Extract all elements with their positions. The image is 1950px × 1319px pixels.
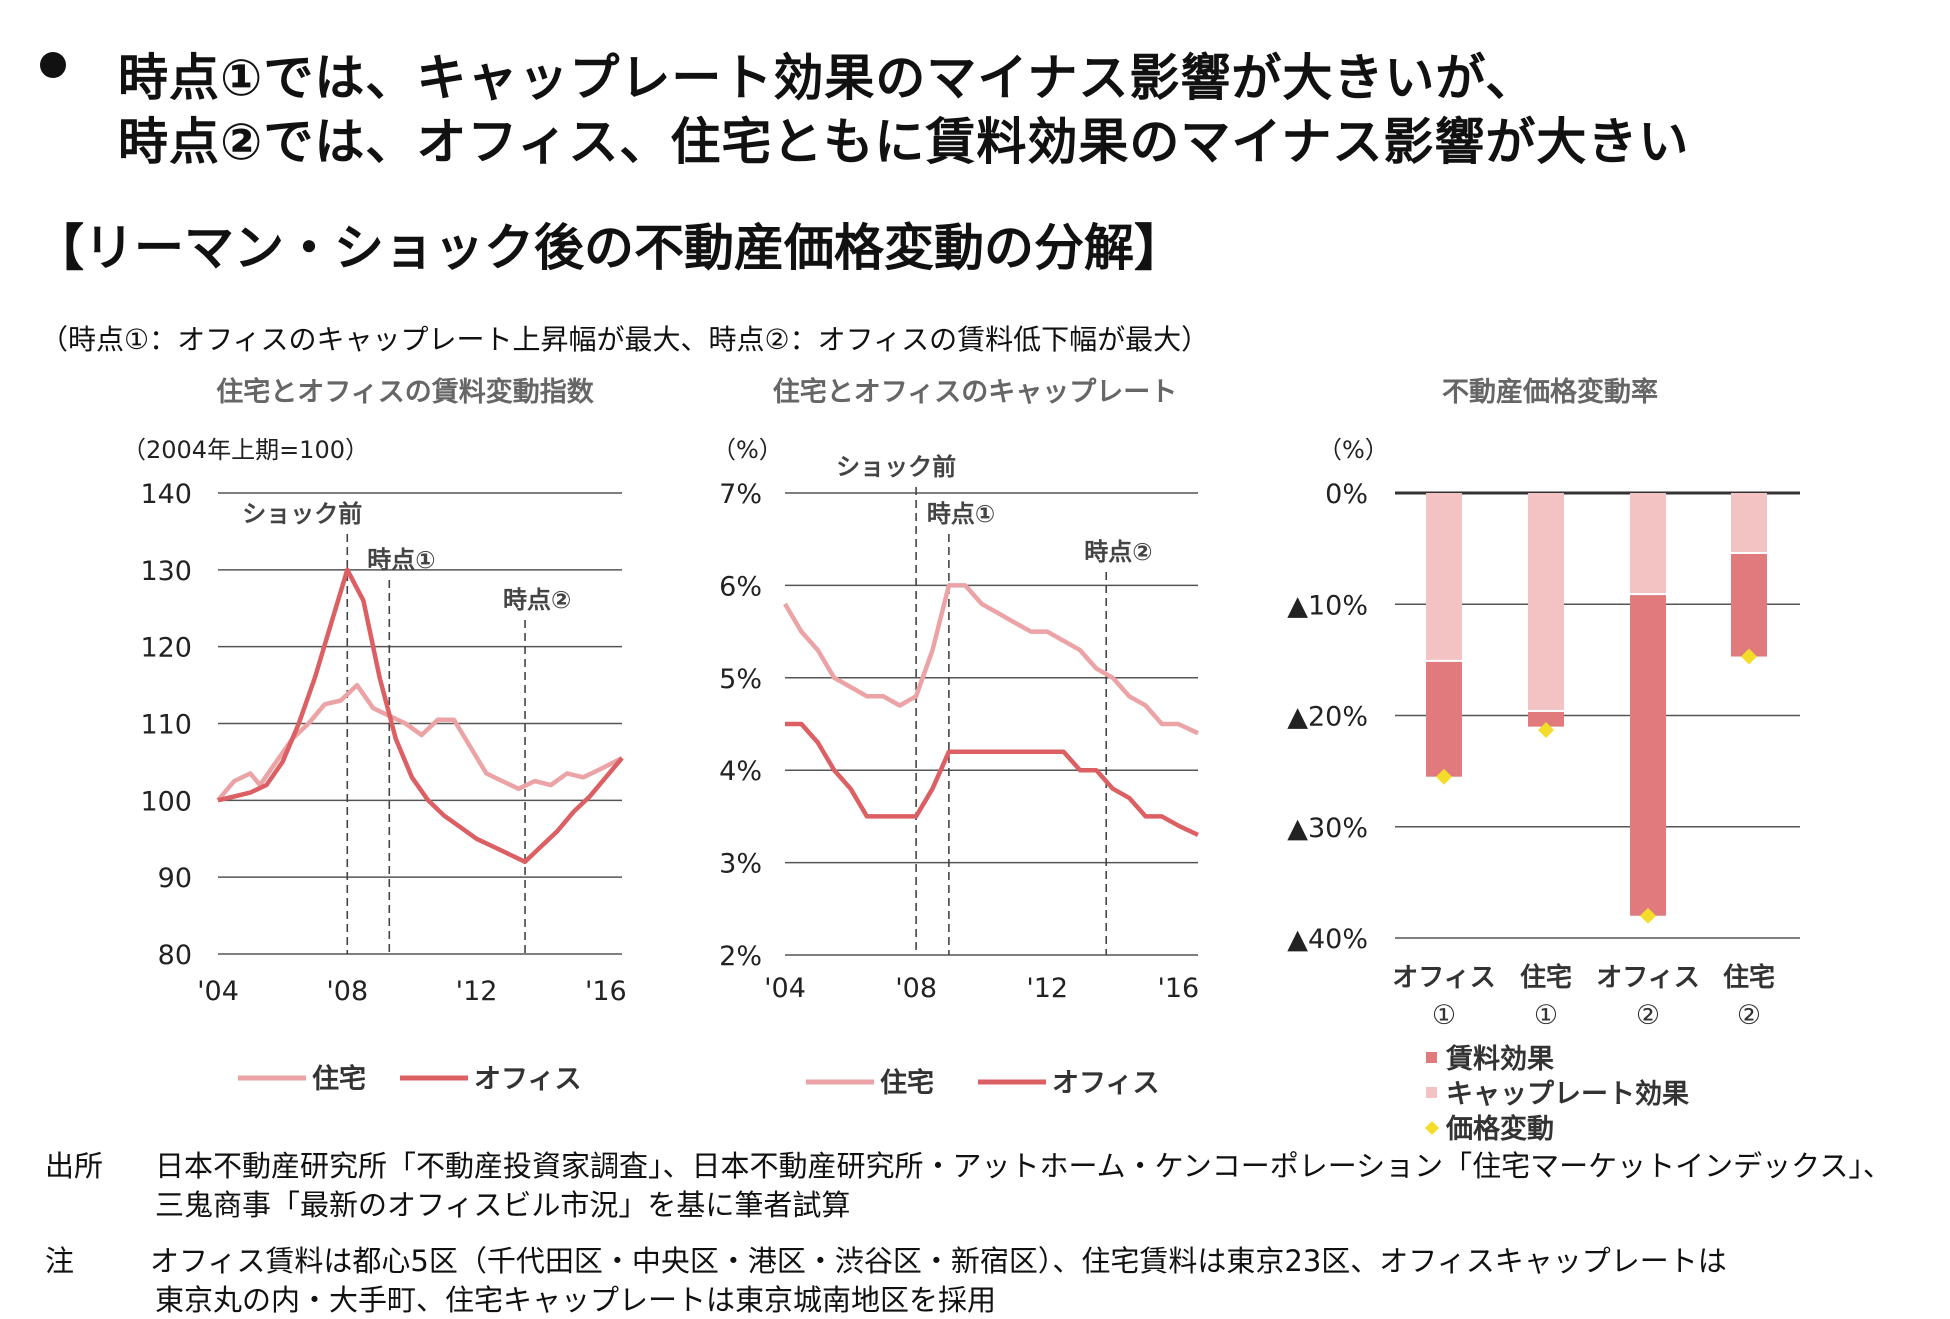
chart1-y-tick-label: 120 [140, 633, 192, 664]
chart1-legend-label: 住宅 [312, 1063, 366, 1095]
headline-line-2: 時点②では、オフィス、住宅ともに賃料効果のマイナス影響が大きい [118, 113, 1690, 171]
chart1-series-office-line [217, 567, 624, 865]
chart3-y-tick-label: ▲10% [1287, 590, 1368, 621]
chart3-bar-rent-effect [1426, 661, 1462, 777]
chart1-y-tick-label: 100 [140, 786, 192, 817]
chart3-price-change-marker [1640, 907, 1656, 924]
chart1-legend-label: オフィス [474, 1064, 581, 1095]
chart3-bar-rent-effect [1731, 553, 1767, 657]
chart3-price-change-marker [1436, 768, 1452, 785]
chart1-title: 住宅とオフィスの賃料変動指数 [216, 377, 594, 408]
chart2-y-tick-label: 6% [719, 571, 762, 602]
chart3-y-tick-label: ▲20% [1287, 702, 1368, 733]
chart3-title: 不動産価格変動率 [1442, 377, 1658, 408]
chart3-price-change-marker [1741, 648, 1757, 665]
chart2-x-tick-label: '08 [895, 973, 937, 1004]
chart3-bar-rent-effect [1528, 711, 1564, 727]
chart3-legend-label: キャップレート効果 [1446, 1078, 1689, 1110]
chart3-y-tick-label: ▲40% [1287, 924, 1368, 955]
bullet-icon [40, 52, 66, 78]
chart1-marker-label: 時点① [367, 546, 435, 574]
chart2-marker-label: ショック前 [836, 453, 956, 481]
chart2-series-office-line [785, 721, 1199, 837]
chart3-bar-rent-effect [1630, 595, 1666, 916]
chart1-x-tick-label: '08 [326, 976, 368, 1007]
chart3-unit-label: （%） [1318, 436, 1389, 464]
note-label: 注 [45, 1244, 75, 1278]
chart2-y-tick-label: 3% [719, 849, 762, 880]
chart2-title: 住宅とオフィスのキャップレート [772, 377, 1178, 408]
headline-line-1: 時点①では、キャップレート効果のマイナス影響が大きいが、 [118, 49, 1537, 107]
chart3-category-label: オフィス [1392, 963, 1495, 993]
chart3-legend-label: 価格変動 [1445, 1113, 1554, 1145]
chart3-category-label: 住宅 [1520, 962, 1572, 993]
source-line-1: 日本不動産研究所「不動産投資家調査」、日本不動産研究所・アットホーム・ケンコーポ… [155, 1149, 1892, 1183]
chart3-bar-cap-effect [1426, 493, 1462, 660]
source-label: 出所 [45, 1149, 104, 1183]
chart1-unit-label: （2004年上期=100） [122, 436, 369, 464]
chart1-marker-label: ショック前 [242, 500, 362, 528]
chart2-y-tick-label: 7% [719, 479, 762, 510]
chart3-legend-label: 賃料効果 [1445, 1043, 1554, 1075]
chart3-bar-cap-effect [1528, 493, 1564, 710]
chart1-x-tick-label: '12 [456, 976, 498, 1007]
chart3-legend-swatch [1426, 1087, 1437, 1098]
chart3-category-label: 住宅 [1723, 962, 1775, 993]
chart3-category-sub-label: ① [1432, 1000, 1456, 1031]
chart3-bar-cap-effect [1630, 493, 1666, 594]
chart3-y-tick-label: 0% [1325, 479, 1368, 510]
chart3-bar-cap-effect [1731, 493, 1767, 552]
chart3-category-label: オフィス [1596, 963, 1699, 993]
chart2-series-housing-line [783, 583, 1199, 736]
chart1-x-tick-label: '16 [585, 976, 627, 1007]
chart1-x-tick-label: '04 [197, 976, 239, 1007]
section-title: 【リーマン・ショック後の不動産価格変動の分解】 [34, 219, 1184, 277]
chart3-legend-swatch [1425, 1121, 1439, 1135]
chart2-x-tick-label: '12 [1026, 973, 1068, 1004]
chart3-y-tick-label: ▲30% [1287, 813, 1368, 844]
chart3-category-sub-label: ② [1737, 1000, 1761, 1031]
chart1-y-tick-label: 110 [140, 710, 192, 741]
chart2-x-tick-label: '04 [764, 973, 806, 1004]
chart3-category-sub-label: ② [1636, 1000, 1660, 1031]
note-line-1: オフィス賃料は都心5区（千代田区・中央区・港区・渋谷区・新宿区）、住宅賃料は東京… [150, 1244, 1727, 1278]
chart2-x-tick-label: '16 [1157, 973, 1199, 1004]
chart-subtitle: （時点①：オフィスのキャップレート上昇幅が最大、時点②：オフィスの賃料低下幅が最… [40, 323, 1210, 356]
chart2-marker-label: 時点① [927, 500, 995, 528]
chart2-legend-label: オフィス [1052, 1068, 1159, 1099]
chart3-price-change-marker [1538, 721, 1554, 738]
chart2-legend-label: 住宅 [880, 1067, 934, 1099]
chart1-y-tick-label: 130 [140, 556, 192, 587]
chart1-y-tick-label: 140 [140, 479, 192, 510]
chart2-marker-label: 時点② [1084, 538, 1152, 566]
chart2-y-tick-label: 2% [719, 941, 762, 972]
chart3-legend-swatch [1426, 1052, 1437, 1063]
chart1-series-housing-line [216, 682, 624, 802]
chart1-marker-label: 時点② [503, 586, 571, 614]
chart2-unit-label: （%） [712, 436, 783, 464]
source-line-2: 三鬼商事「最新のオフィスビル市況」を基に筆者試算 [155, 1188, 851, 1222]
chart3-category-sub-label: ① [1534, 1000, 1558, 1031]
chart1-y-tick-label: 80 [158, 940, 192, 971]
chart1-y-tick-label: 90 [158, 863, 192, 894]
note-line-2: 東京丸の内・大手町、住宅キャップレートは東京城南地区を採用 [155, 1283, 997, 1317]
chart2-y-tick-label: 5% [719, 664, 762, 695]
chart2-y-tick-label: 4% [719, 756, 762, 787]
